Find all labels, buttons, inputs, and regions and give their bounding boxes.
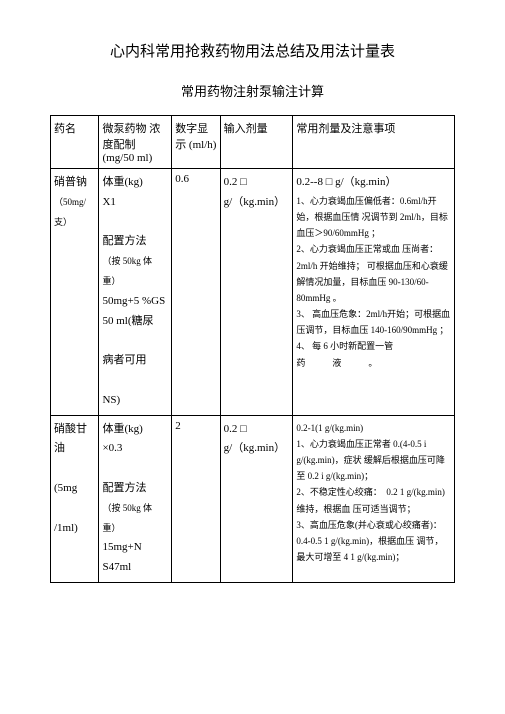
notes-item: 药 液 。 bbox=[296, 358, 377, 368]
notes-item: 2、不稳定性心绞痛： 0.2 1 g/(kg.min)维持，根据血 压可适当调节… bbox=[296, 487, 445, 513]
drug-dose: /1ml) bbox=[54, 522, 78, 534]
config-text: 体重(kg) bbox=[102, 176, 142, 188]
config-text: 50 ml(糖尿 bbox=[102, 315, 153, 327]
header-config: 微泵药物 浓度配制 (mg/50 ml) bbox=[99, 116, 172, 169]
notes-item: 3、高血压危象(并心衰或心绞痛者)：0.4-0.5 1 g/(kg.min)，根… bbox=[296, 520, 443, 562]
notes-item: 2、心力衰竭血压正常或血 压尚者：2ml/h 开始维持； 可根据血压和心衰缓解情… bbox=[296, 244, 448, 303]
cell-dose: 0.2 □ g/（kg.min） bbox=[220, 415, 293, 582]
header-display: 数字显 示 (ml/h) bbox=[172, 116, 220, 169]
page-title: 心内科常用抢救药物用法总结及用法计量表 bbox=[50, 40, 455, 61]
config-method-title: 配置方法 bbox=[102, 235, 146, 247]
header-dose: 输入剂量 bbox=[220, 116, 293, 169]
dose-text: g/（kg.min） bbox=[224, 196, 285, 208]
config-text: 体重(kg) bbox=[102, 423, 142, 435]
config-text: X1 bbox=[102, 196, 115, 208]
config-text: 15mg+N bbox=[102, 541, 141, 553]
cell-name: 硝酸甘油 (5mg /1ml) bbox=[51, 415, 99, 582]
cell-notes: 0.2--8 □ g/（kg.min） 1、心力衰竭血压偏低者：0.6ml/h开… bbox=[293, 169, 455, 416]
notes-main: 0.2--8 □ g/（kg.min） bbox=[296, 176, 396, 188]
drug-name: 硝酸甘油 bbox=[54, 423, 87, 455]
cell-notes: 0.2-1(1 g/(kg.min) 1、心力衰竭血压正常者 0.(4-0.5 … bbox=[293, 415, 455, 582]
cell-name: 硝普钠 （50mg/支） bbox=[51, 169, 99, 416]
config-method-title: 配置方法 bbox=[102, 482, 146, 494]
config-method-sub: （按 50kg 体重） bbox=[102, 256, 152, 286]
drug-spec: （50mg/支） bbox=[54, 197, 86, 227]
config-method-sub: （按 50kg 体重） bbox=[102, 503, 152, 533]
drug-name: 硝普钠 bbox=[54, 176, 87, 188]
config-text: 病者可用 bbox=[102, 354, 146, 366]
notes-item: 1、心力衰竭血压偏低者：0.6ml/h开始，根据血压情 况调节到 2ml/h，目… bbox=[296, 196, 448, 238]
notes-main: 0.2-1(1 g/(kg.min) bbox=[296, 423, 363, 433]
cell-config: 体重(kg) X1 配置方法 （按 50kg 体重） 50mg+5 %GS 50… bbox=[99, 169, 172, 416]
cell-display: 2 bbox=[172, 415, 220, 582]
notes-item: 3、 高血压危象：2ml/h开始；可根据血压调节，目标血压 140-160/90… bbox=[296, 309, 450, 335]
medication-table: 药名 微泵药物 浓度配制 (mg/50 ml) 数字显 示 (ml/h) 输入剂… bbox=[50, 115, 455, 583]
cell-dose: 0.2 □ g/（kg.min） bbox=[220, 169, 293, 416]
dose-text: 0.2 □ bbox=[224, 423, 247, 435]
config-text: S47ml bbox=[102, 561, 131, 573]
table-header-row: 药名 微泵药物 浓度配制 (mg/50 ml) 数字显 示 (ml/h) 输入剂… bbox=[51, 116, 455, 169]
cell-display: 0.6 bbox=[172, 169, 220, 416]
header-name: 药名 bbox=[51, 116, 99, 169]
table-row: 硝酸甘油 (5mg /1ml) 体重(kg) ×0.3 配置方法 （按 50kg… bbox=[51, 415, 455, 582]
dose-text: g/（kg.min） bbox=[224, 442, 285, 454]
page-subtitle: 常用药物注射泵输注计算 bbox=[50, 81, 455, 100]
dose-text: 0.2 □ bbox=[224, 176, 247, 188]
cell-config: 体重(kg) ×0.3 配置方法 （按 50kg 体重） 15mg+N S47m… bbox=[99, 415, 172, 582]
notes-item: 1、心力衰竭血压正常者 0.(4-0.5 i g/(kg.min)，症状 缓解后… bbox=[296, 439, 445, 481]
drug-dose: (5mg bbox=[54, 482, 77, 494]
config-text: NS) bbox=[102, 394, 120, 406]
config-text: ×0.3 bbox=[102, 442, 122, 454]
config-text: 50mg+5 %GS bbox=[102, 295, 165, 307]
notes-item: 4、 每 6 小时新配置一管 bbox=[296, 341, 393, 351]
table-row: 硝普钠 （50mg/支） 体重(kg) X1 配置方法 （按 50kg 体重） … bbox=[51, 169, 455, 416]
header-notes: 常用剂量及注意事项 bbox=[293, 116, 455, 169]
